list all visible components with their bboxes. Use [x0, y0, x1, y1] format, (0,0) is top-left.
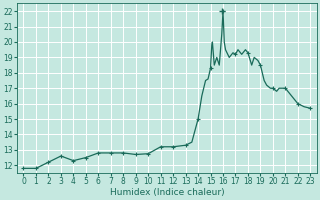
X-axis label: Humidex (Indice chaleur): Humidex (Indice chaleur)	[109, 188, 224, 197]
